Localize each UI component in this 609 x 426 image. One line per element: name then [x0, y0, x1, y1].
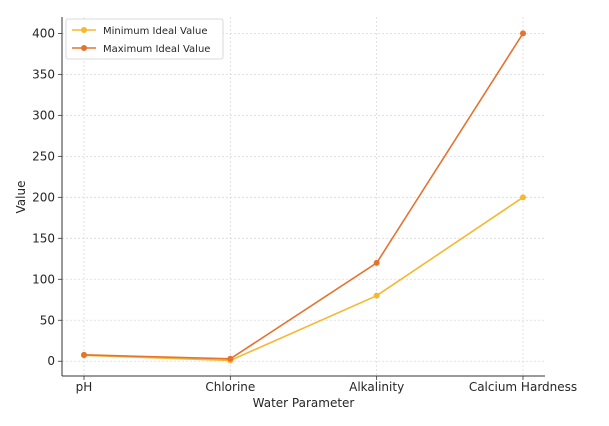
- data-point: [81, 351, 87, 358]
- y-tick-label: 100: [32, 272, 55, 286]
- y-tick-label: 350: [32, 67, 55, 81]
- legend-marker-icon: [81, 27, 87, 33]
- x-tick-label: pH: [76, 380, 93, 394]
- data-point: [373, 292, 380, 299]
- legend-entry-max: Maximum Ideal Value: [72, 44, 210, 55]
- y-tick-label: 400: [32, 26, 55, 40]
- grid: [62, 17, 545, 376]
- y-tick-label: 250: [32, 149, 55, 163]
- legend-label: Minimum Ideal Value: [103, 26, 208, 37]
- ticks: 0 50 100 150 200 250 300 350 400 pH Chlorine Alkali…: [32, 26, 577, 394]
- axes: [61, 17, 545, 377]
- x-tick-label: Chlorine: [205, 380, 255, 394]
- data-point: [520, 30, 526, 37]
- series-line-minimum: [83, 196, 524, 362]
- y-tick-label: 50: [40, 313, 55, 327]
- legend: Minimum Ideal Value Maximum Ideal Value: [65, 18, 224, 60]
- data-point: [520, 194, 526, 201]
- legend-box: [65, 18, 224, 60]
- legend-entry-min: Minimum Ideal Value: [72, 26, 208, 37]
- data-point: [373, 259, 380, 266]
- data-point: [227, 355, 234, 362]
- y-tick-label: 150: [32, 231, 55, 245]
- y-tick-label: 300: [32, 108, 55, 122]
- legend-label: Maximum Ideal Value: [103, 44, 210, 55]
- legend-marker-icon: [81, 45, 87, 51]
- x-tick-label: Calcium Hardness: [469, 380, 577, 394]
- y-axis-label: Value: [14, 181, 28, 214]
- x-axis-label: Water Parameter: [253, 396, 355, 410]
- series-line-maximum: [83, 32, 524, 360]
- series-lines: [81, 30, 526, 364]
- y-tick-label: 200: [32, 190, 55, 204]
- y-tick-label: 0: [47, 354, 55, 368]
- x-tick-label: Alkalinity: [349, 380, 404, 394]
